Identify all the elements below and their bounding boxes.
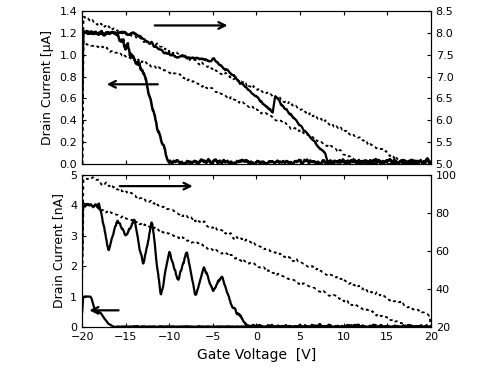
X-axis label: Gate Voltage  [V]: Gate Voltage [V] [197,347,316,362]
Y-axis label: Drain Current [nA]: Drain Current [nA] [52,193,65,308]
Y-axis label: Drain Current [μA]: Drain Current [μA] [41,30,54,145]
